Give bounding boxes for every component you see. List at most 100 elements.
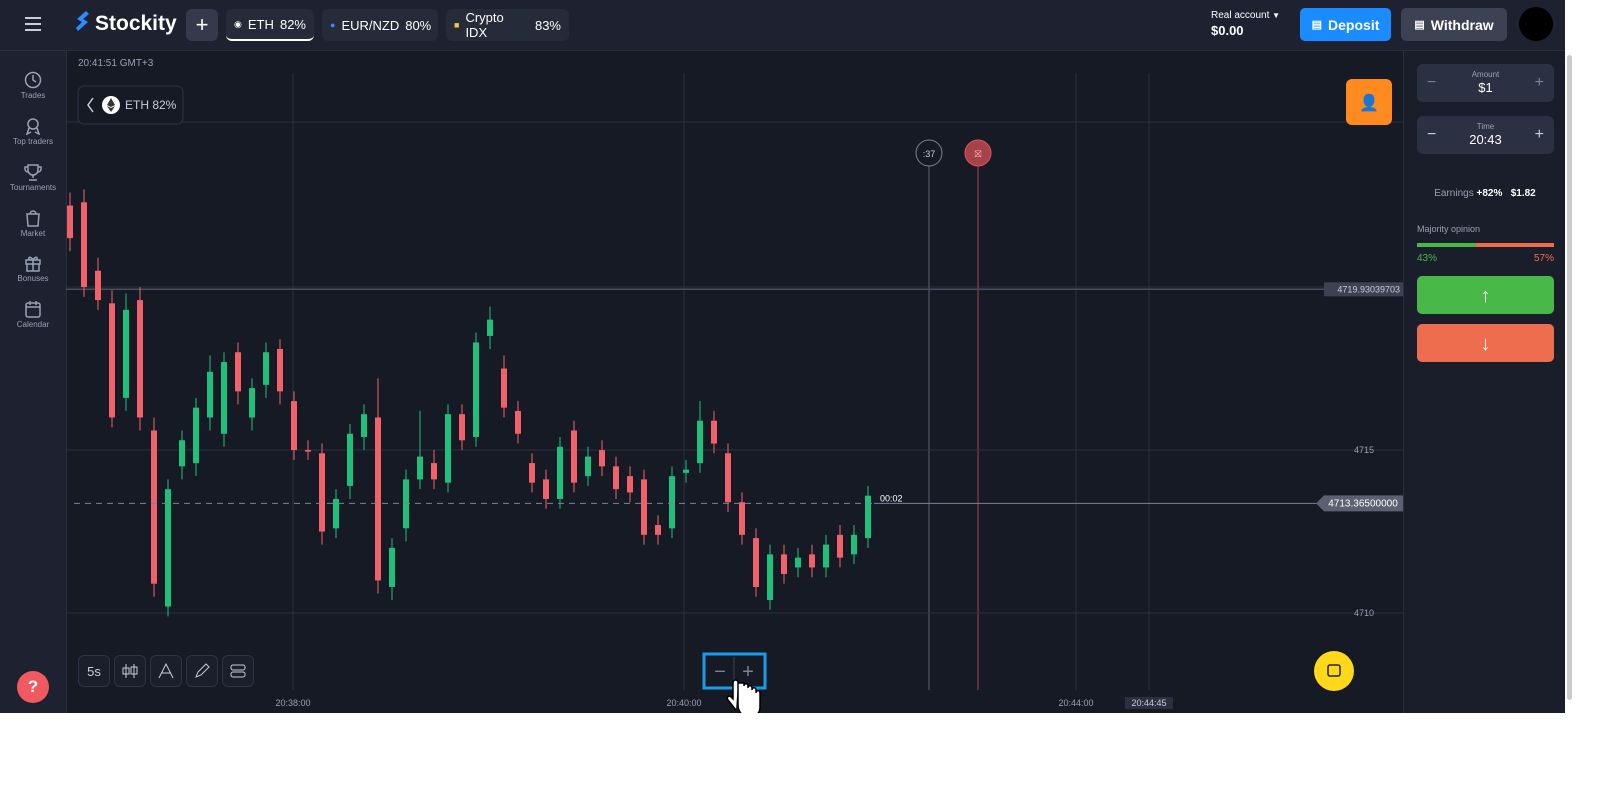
asset-tab[interactable]: ■ Crypto IDX 83% [446, 9, 569, 41]
candle-body [529, 463, 535, 483]
zoom-out[interactable]: − [714, 661, 726, 683]
asset-name: Crypto IDX [465, 10, 504, 40]
chart-type-button[interactable] [114, 655, 146, 687]
sidebar-item[interactable]: Trades [0, 71, 66, 100]
candle-body [179, 440, 185, 467]
candle-body [123, 309, 129, 398]
sidebar-label: Tournaments [9, 183, 57, 192]
deposit-icon: ▤ [1311, 19, 1323, 31]
candle-body [697, 420, 703, 464]
avatar[interactable] [1519, 7, 1553, 41]
drawing-button[interactable] [186, 655, 218, 687]
withdraw-button[interactable]: ▤ Withdraw [1401, 8, 1507, 41]
logo[interactable]: Stockity [95, 12, 177, 35]
decrease[interactable]: − [1427, 126, 1437, 143]
chart: :37 ⛝ 20:41:51 GMT+3 ETH 82% 👤 20:38:00 … [66, 58, 1403, 713]
asset-chip[interactable] [77, 85, 184, 125]
account-selector[interactable]: Real account ▼ [1211, 10, 1280, 21]
help-button[interactable]: ? [17, 671, 49, 703]
account-type: Real account [1211, 10, 1270, 21]
app: Stockity + ◉ ETH 82% ● EUR/NZD 80% ■ Crypto I… [0, 0, 1600, 713]
pencil-icon [195, 663, 210, 678]
increase[interactable]: + [1534, 126, 1544, 143]
candle-body [193, 407, 199, 464]
chart-layer: 4710 4715 4719.93039703 00:02 4713.36500000 [66, 189, 1403, 618]
candle-body [599, 450, 605, 467]
interval-button[interactable]: 5s [78, 655, 110, 687]
down-button[interactable]: ↓ [1417, 324, 1554, 362]
back-icon[interactable] [87, 97, 94, 113]
indicator-icon [158, 662, 174, 679]
sidebar-item[interactable]: Market [0, 209, 66, 238]
asset-payout: 83% [534, 17, 561, 33]
calendar-glyph [1327, 664, 1341, 677]
top-traders-icon [25, 118, 41, 135]
candle-body [305, 450, 311, 452]
candle-body [627, 476, 633, 493]
zoom-in[interactable]: + [742, 661, 754, 683]
earnings-label: Earnings [1434, 188, 1474, 199]
majority-bar: 43% 57% [1417, 243, 1554, 264]
candle-body [669, 476, 675, 529]
candle-icon [122, 664, 138, 678]
scrollbar[interactable] [1567, 55, 1572, 700]
sidebar-label: Calendar [16, 320, 50, 329]
deposit-button[interactable]: ▤ Deposit [1300, 8, 1391, 41]
social-button[interactable] [1346, 79, 1392, 125]
candle-body [375, 417, 381, 581]
y-tick-label: 4710 [1354, 608, 1374, 618]
current-price-label: 4713.36500000 [1328, 498, 1398, 509]
deposit-label: Deposit [1328, 16, 1380, 33]
asset-icon: ◉ [234, 18, 242, 29]
majority-down [1475, 243, 1554, 247]
indicators-button[interactable] [150, 655, 182, 687]
candle-body [809, 554, 815, 568]
sidebar-item[interactable]: Top traders [0, 117, 66, 146]
calendar-button[interactable] [1314, 651, 1354, 691]
sidebar-label: Top traders [12, 137, 54, 146]
asset-payout: 82% [279, 16, 306, 32]
candle-body [837, 534, 843, 558]
decrease[interactable]: − [1427, 74, 1437, 91]
increase[interactable]: + [1534, 74, 1544, 91]
candle-body [277, 348, 283, 392]
earnings-value: $1.82 [1510, 188, 1536, 199]
countdown-circle [915, 139, 943, 167]
sidebar: Trades Top traders Tournaments Market Bo… [0, 51, 67, 713]
time-input[interactable]: − Time 20:43 + [1417, 116, 1554, 154]
x-tick-highlight [1125, 697, 1173, 709]
asset-tab[interactable]: ● EUR/NZD 80% [322, 9, 438, 41]
candle-body [501, 368, 507, 408]
candle-body [711, 420, 717, 444]
layout-icon [230, 664, 246, 678]
candle-body [543, 479, 549, 499]
add-asset-button[interactable]: + [186, 9, 218, 41]
deadline-circle [964, 139, 992, 167]
candle-body [851, 534, 857, 555]
candle-body [445, 414, 451, 483]
deadline-icon: ⛝ [975, 149, 982, 159]
layout-button[interactable] [222, 655, 254, 687]
social-icon: 👤 [1359, 93, 1379, 112]
candle-body [473, 342, 479, 438]
market-icon [26, 210, 40, 227]
asset-icon: ● [330, 20, 336, 30]
candle-body [739, 502, 745, 535]
asset-tab[interactable]: ◉ ETH 82% [226, 9, 314, 41]
up-button[interactable]: ↑ [1417, 276, 1554, 314]
candle-body [361, 414, 367, 438]
asset-name: EUR/NZD [341, 17, 400, 33]
candle-body [221, 362, 227, 434]
majority-up-label: 43% [1417, 253, 1437, 264]
candle-body [389, 547, 395, 587]
candle-body [207, 371, 213, 418]
candle-body [249, 388, 255, 418]
sidebar-item[interactable]: Bonuses [0, 254, 66, 283]
candle-body [641, 479, 647, 535]
sidebar-item[interactable]: Tournaments [0, 163, 66, 192]
amount-input[interactable]: − Amount $1 + [1417, 64, 1554, 102]
bonuses-icon [25, 256, 41, 272]
sidebar-item[interactable]: Calendar [0, 300, 66, 329]
menu-icon[interactable] [24, 16, 42, 32]
